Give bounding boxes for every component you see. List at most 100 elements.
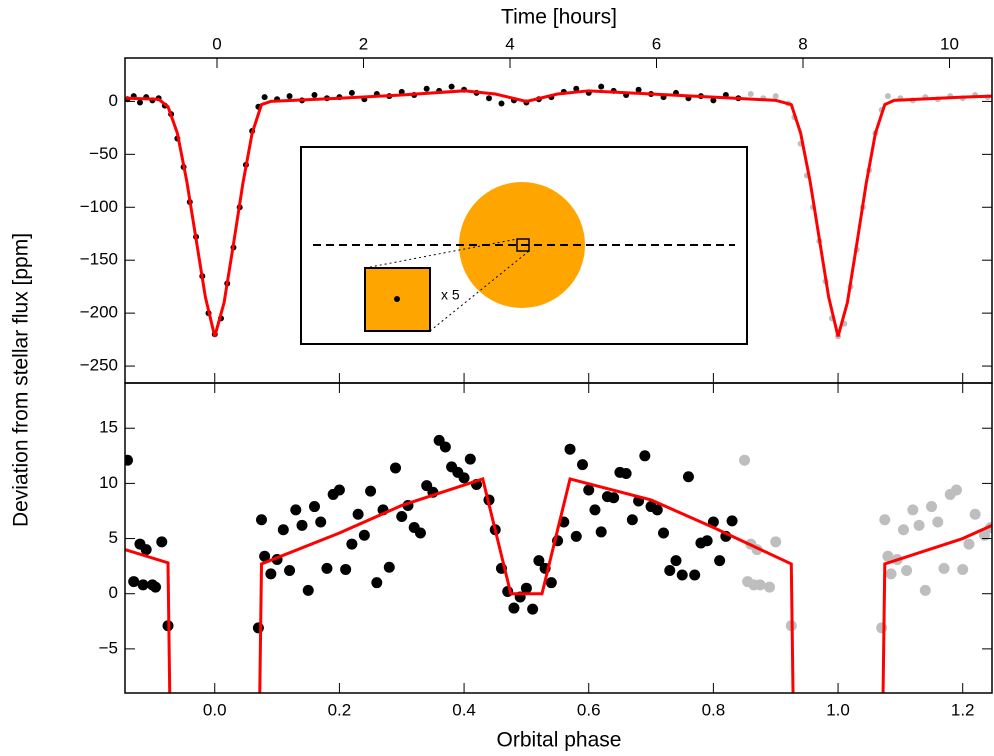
data-point [570, 530, 582, 542]
y-tick-label: −250 [80, 356, 118, 375]
data-point [919, 584, 931, 596]
y-tick-label: −150 [80, 250, 118, 269]
x-tick-label: 0.8 [702, 700, 726, 719]
data-point [710, 97, 717, 104]
y-tick-label: 10 [99, 473, 118, 492]
data-point [564, 443, 576, 455]
data-point [286, 93, 293, 100]
data-point [125, 454, 133, 466]
data-point [259, 550, 271, 562]
x2-axis-label: Time [hours] [501, 6, 617, 29]
data-point [520, 582, 532, 594]
data-point [315, 516, 327, 528]
data-point [595, 526, 607, 538]
data-point [772, 93, 779, 100]
data-point [448, 83, 455, 90]
data-point [901, 565, 913, 577]
data-point [897, 524, 909, 536]
axes-frame [124, 382, 993, 694]
x-tick-label: 1.0 [826, 700, 850, 719]
data-point [439, 441, 451, 453]
data-point [651, 504, 663, 516]
data-point [626, 514, 638, 526]
data-point [950, 484, 962, 496]
data-point [340, 563, 352, 575]
y-tick-label: −5 [99, 638, 118, 657]
data-point [396, 510, 408, 522]
data-point [333, 484, 345, 496]
data-point [882, 550, 894, 562]
data-point [284, 565, 296, 577]
data-point [423, 85, 430, 92]
model-line [125, 477, 992, 693]
data-point [414, 527, 426, 539]
x-tick-label: 0.6 [577, 700, 601, 719]
zoom-line [429, 250, 530, 332]
data-point [620, 467, 632, 479]
data-point [884, 93, 891, 100]
data-point [926, 501, 938, 513]
x2-tick-label: 6 [652, 34, 661, 53]
data-point [608, 492, 620, 504]
zoom-box [516, 238, 530, 252]
y-tick-label: 0 [109, 583, 118, 602]
data-point [140, 544, 152, 556]
x-tick-label: 0.0 [203, 700, 227, 719]
data-point [486, 95, 493, 102]
data-point [265, 568, 277, 580]
data-point [635, 86, 642, 93]
data-point [311, 92, 318, 99]
data-point [527, 603, 539, 615]
plot-area [125, 83, 992, 340]
y-tick-label: −50 [89, 144, 118, 163]
x-tick-label: 1.2 [951, 700, 975, 719]
y-axis-label: Deviation from stellar flux [ppm] [10, 233, 33, 527]
data-point [963, 538, 975, 550]
data-point [701, 535, 713, 547]
data-point [156, 536, 168, 548]
y-tick-label: 5 [109, 528, 118, 547]
data-point [598, 83, 605, 90]
data-point [371, 577, 383, 589]
data-point [689, 569, 701, 581]
data-point [137, 579, 149, 591]
data-point [458, 472, 470, 484]
data-point [770, 536, 782, 548]
x-tick-label: 0.2 [328, 700, 352, 719]
data-point [398, 88, 405, 95]
data-point [913, 519, 925, 531]
y-tick-label: −200 [80, 303, 118, 322]
data-point [508, 602, 520, 614]
data-point [907, 504, 919, 516]
data-point [150, 581, 162, 593]
x2-tick-label: 4 [505, 34, 514, 53]
data-point [533, 555, 545, 567]
data-point [498, 100, 505, 107]
data-point [573, 85, 580, 92]
data-point [358, 529, 370, 541]
data-point [739, 454, 751, 466]
data-point [352, 508, 364, 520]
data-point [308, 501, 320, 513]
data-point [670, 555, 682, 567]
data-point [464, 453, 476, 465]
y-tick-label: 0 [109, 91, 118, 110]
data-point [252, 622, 264, 634]
data-point [938, 562, 950, 574]
data-point [321, 562, 333, 574]
data-point [346, 538, 358, 550]
data-point [879, 514, 891, 526]
model-line [125, 89, 992, 337]
data-point [390, 462, 402, 474]
y-tick-label: 15 [99, 418, 118, 437]
data-point [885, 568, 897, 580]
data-point [583, 484, 595, 496]
data-point [256, 514, 268, 526]
inset: x 5 [300, 146, 748, 345]
y-tick-label: −100 [80, 197, 118, 216]
data-point [714, 555, 726, 567]
x2-tick-label: 10 [940, 34, 959, 53]
annotation: x 5 [441, 287, 460, 303]
data-point [754, 579, 766, 591]
